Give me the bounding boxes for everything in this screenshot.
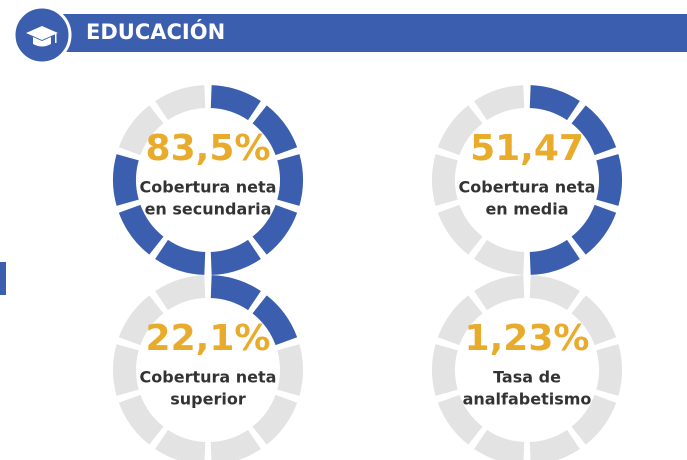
gauge-segment	[474, 239, 525, 275]
gauge-segment-filled	[112, 154, 139, 206]
gauge-segment	[571, 394, 617, 445]
gauge-value: 83,5%	[146, 128, 271, 169]
header-bar	[55, 14, 687, 52]
gauge-segment	[113, 344, 139, 396]
gauge-segment-filled	[571, 204, 617, 255]
gauge-segment-filled	[252, 105, 298, 156]
gauge-label: en media	[485, 200, 568, 219]
gauge-segment	[252, 394, 298, 445]
gauge-segment	[474, 429, 525, 460]
graduation-cap-icon	[26, 26, 58, 47]
gauge-segment	[210, 429, 261, 460]
gauge-segment	[437, 394, 483, 445]
gauge-segment	[571, 295, 617, 346]
gauge-segment	[474, 275, 525, 311]
gauge-segment	[155, 85, 206, 121]
gauge-segment-filled	[210, 85, 261, 121]
gauge-segment-filled	[571, 105, 617, 156]
gauge-label: analfabetismo	[463, 390, 592, 409]
gauge-segment	[118, 105, 164, 156]
gauge-value: 51,47	[470, 128, 584, 169]
gauge-label: superior	[170, 390, 246, 409]
gauge-segment	[529, 275, 580, 311]
gauge-segment-filled	[155, 239, 206, 275]
gauge-label: Tasa de	[493, 368, 561, 387]
gauge-segment-filled	[118, 204, 164, 255]
header-title: EDUCACIÓN	[86, 19, 225, 44]
gauge-segment	[155, 275, 206, 311]
gauge-segment-filled	[210, 239, 261, 275]
gauge-segment-filled	[252, 295, 298, 346]
gauge-value: 1,23%	[465, 318, 590, 359]
gauge-segment-filled	[529, 85, 580, 121]
gauge-segment	[432, 344, 458, 396]
gauge-label: Cobertura neta	[140, 178, 277, 197]
gauge-label: Cobertura neta	[140, 368, 277, 387]
gauge-segment-filled	[210, 275, 261, 311]
gauge-segment	[437, 204, 483, 255]
gauge-segment-filled	[529, 239, 580, 275]
gauge-segment-filled	[252, 204, 298, 255]
side-marker	[0, 262, 6, 295]
gauge-segment-filled	[596, 154, 622, 206]
gauge-value: 22,1%	[146, 318, 271, 359]
gauge-segment	[474, 85, 525, 121]
gauge-segment	[529, 429, 580, 460]
gauge-segment	[437, 105, 483, 156]
gauge-segment	[277, 344, 303, 396]
gauge-segment	[432, 154, 458, 206]
gauge-segment	[596, 344, 623, 396]
gauge-segment-filled	[277, 154, 303, 206]
gauge-segment	[118, 295, 164, 346]
gauge-segment	[118, 394, 164, 445]
gauge-segment	[155, 429, 206, 460]
gauge-label: en secundaria	[145, 200, 272, 219]
gauge-segment	[437, 295, 483, 346]
gauge-label: Cobertura neta	[459, 178, 596, 197]
